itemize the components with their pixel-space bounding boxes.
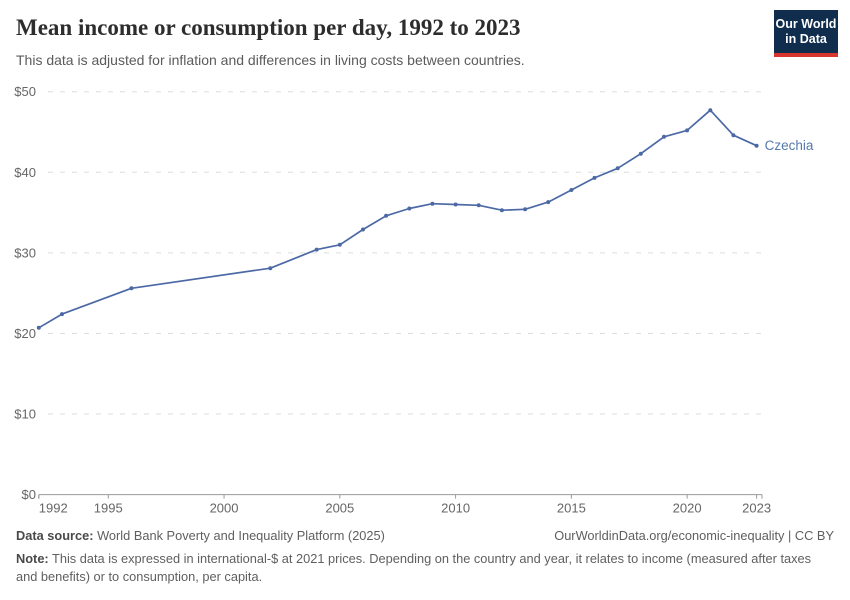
- chart-note: Note: This data is expressed in internat…: [16, 550, 834, 586]
- data-point-2009[interactable]: [430, 201, 435, 206]
- x-tick-label-1995: 1995: [94, 501, 123, 516]
- x-tick-label-2000: 2000: [210, 501, 239, 516]
- data-point-1996[interactable]: [129, 286, 134, 291]
- data-point-1993[interactable]: [60, 312, 64, 317]
- owid-logo-line2: in Data: [785, 32, 827, 46]
- data-point-2007[interactable]: [384, 213, 389, 218]
- data-point-2002[interactable]: [268, 266, 273, 271]
- data-point-2013[interactable]: [523, 207, 528, 212]
- x-tick-label-1992: 1992: [39, 501, 68, 516]
- footer-link[interactable]: OurWorldinData.org/economic-inequality |…: [554, 528, 834, 543]
- entity-label-czechia[interactable]: Czechia: [765, 138, 814, 153]
- note-label: Note:: [16, 551, 49, 566]
- x-tick-label-2010: 2010: [441, 501, 470, 516]
- owid-logo[interactable]: Our World in Data: [774, 10, 838, 57]
- chart-footer: Data source: World Bank Poverty and Ineq…: [16, 527, 834, 586]
- data-point-2016[interactable]: [592, 175, 597, 180]
- y-tick-label-0: $0: [22, 487, 36, 502]
- data-point-2011[interactable]: [476, 203, 481, 208]
- data-point-2018[interactable]: [638, 151, 643, 156]
- data-point-2004[interactable]: [314, 247, 319, 252]
- y-tick-label-10: $10: [14, 407, 36, 422]
- data-point-2022[interactable]: [731, 133, 736, 138]
- data-point-2006[interactable]: [361, 227, 365, 232]
- y-tick-label-20: $20: [14, 326, 36, 341]
- data-source-text: World Bank Poverty and Inequality Platfo…: [93, 528, 385, 543]
- owid-logo-line1: Our World: [775, 17, 837, 31]
- data-source-label: Data source:: [16, 528, 94, 543]
- x-tick-label-2020: 2020: [673, 501, 702, 516]
- y-tick-label-30: $30: [14, 245, 36, 260]
- data-point-2014[interactable]: [546, 200, 551, 205]
- data-point-2019[interactable]: [662, 134, 666, 139]
- data-point-2008[interactable]: [407, 206, 412, 211]
- data-point-2017[interactable]: [615, 166, 620, 171]
- note-text: This data is expressed in international-…: [16, 551, 812, 584]
- line-chart[interactable]: $0 $10 $20 $30 $40 $50 1992 1995 2000 2005 2010 201…: [0, 78, 850, 523]
- data-point-2005[interactable]: [337, 242, 342, 247]
- chart-subtitle: This data is adjusted for inflation and …: [16, 52, 525, 68]
- x-tick-label-2015: 2015: [557, 501, 586, 516]
- chart-header: Mean income or consumption per day, 1992…: [16, 14, 760, 69]
- x-tick-label-2023: 2023: [742, 501, 771, 516]
- y-tick-label-40: $40: [14, 165, 36, 180]
- data-point-2012[interactable]: [499, 208, 504, 213]
- data-point-2010[interactable]: [453, 202, 458, 207]
- data-point-1992[interactable]: [36, 325, 41, 330]
- page-title: Mean income or consumption per day, 1992…: [16, 15, 521, 40]
- data-point-2020[interactable]: [685, 128, 690, 133]
- y-tick-label-50: $50: [14, 84, 36, 99]
- chart-line-czechia[interactable]: [37, 109, 758, 329]
- data-point-2021[interactable]: [708, 108, 713, 113]
- data-point-2023[interactable]: [754, 143, 759, 148]
- data-point-2015[interactable]: [569, 188, 574, 192]
- data-source: Data source: World Bank Poverty and Ineq…: [16, 527, 385, 545]
- x-tick-label-2005: 2005: [325, 501, 354, 516]
